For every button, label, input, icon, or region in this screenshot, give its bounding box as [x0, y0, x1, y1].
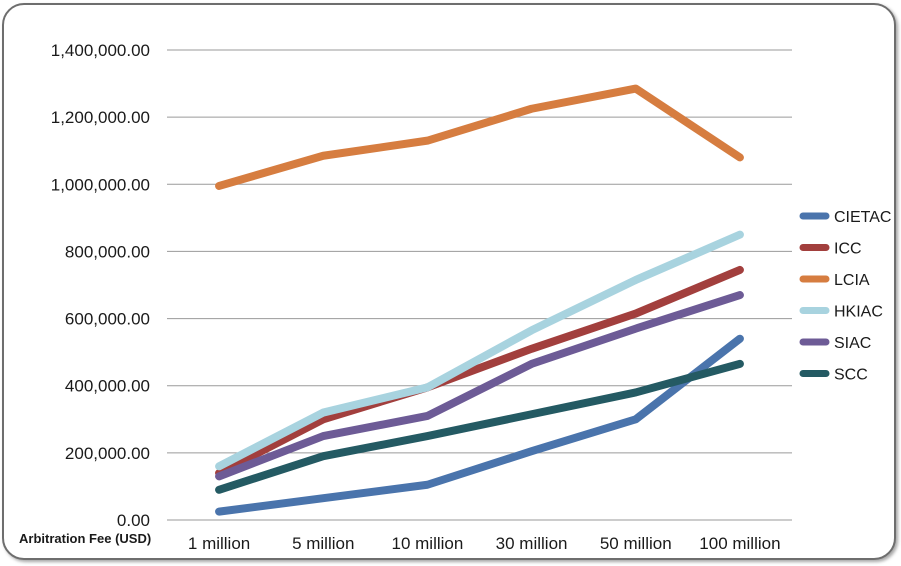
legend-label-icc: ICC: [834, 241, 862, 258]
y-tick-label: 800,000.00: [65, 242, 150, 261]
y-tick-label: 600,000.00: [65, 310, 150, 329]
x-axis-title: Arbitration Fee (USD): [19, 531, 151, 546]
legend-label-lcia: LCIA: [834, 272, 870, 289]
legend: CIETAC ICC LCIA HKIAC SIAC SCC: [799, 209, 891, 384]
x-tick-label: 5 million: [292, 534, 354, 553]
y-tick-label: 1,200,000.00: [51, 108, 150, 127]
legend-label-scc: SCC: [834, 367, 868, 384]
y-tick-label: 1,000,000.00: [51, 175, 150, 194]
x-tick-label: 1 million: [188, 534, 250, 553]
y-axis-tick-labels: 0.00 200,000.00 400,000.00 600,000.00 800,00…: [51, 41, 150, 530]
series-line-lcia: [215, 84, 744, 190]
chart-frame: [2, 3, 896, 560]
y-tick-label: 200,000.00: [65, 444, 150, 463]
series-line-hkiac: [215, 230, 744, 471]
y-tick-label: 400,000.00: [65, 377, 150, 396]
series-line-cietac: [215, 334, 744, 516]
series-line-scc: [215, 359, 744, 494]
legend-label-siac: SIAC: [834, 335, 871, 352]
y-tick-label: 1,400,000.00: [51, 41, 150, 60]
series-lines: [215, 84, 744, 516]
x-tick-label: 100 million: [699, 534, 780, 553]
legend-label-hkiac: HKIAC: [834, 304, 883, 321]
y-tick-label: 0.00: [117, 511, 150, 530]
legend-label-cietac: CIETAC: [834, 209, 891, 226]
series-line-siac: [215, 291, 744, 481]
x-tick-label: 50 million: [600, 534, 672, 553]
x-tick-label: 30 million: [496, 534, 568, 553]
x-tick-label: 10 million: [392, 534, 464, 553]
x-axis-tick-labels: 1 million 5 million 10 million 30 million 50…: [188, 534, 781, 553]
series-line-icc: [215, 265, 744, 477]
